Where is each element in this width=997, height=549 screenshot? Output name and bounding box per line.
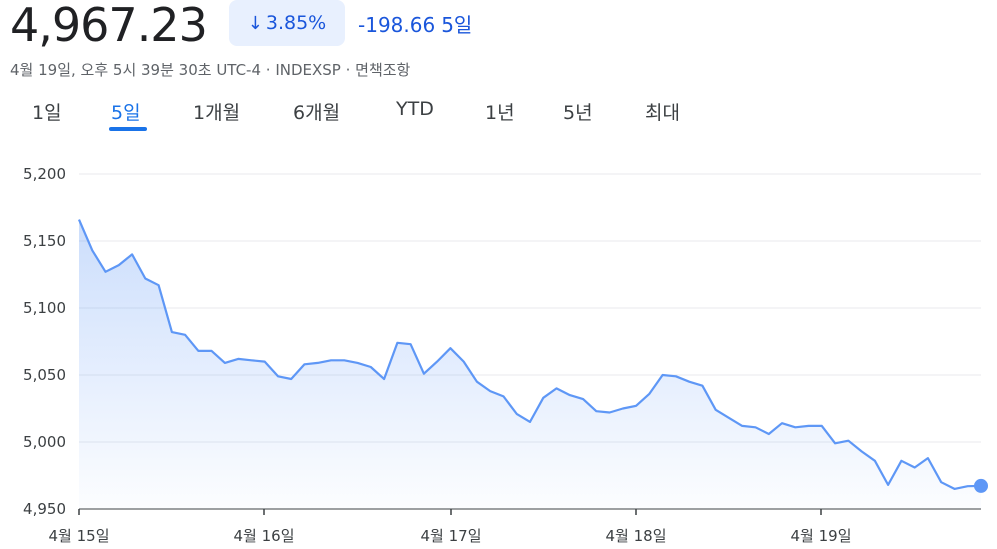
tab-1y[interactable]: 1년 xyxy=(485,102,515,124)
active-tab-indicator xyxy=(109,127,147,131)
price-line xyxy=(77,219,982,490)
percent-change-value: 3.85% xyxy=(265,12,327,34)
y-tick-label: 5,100 xyxy=(23,299,66,317)
percent-change-badge: ↓ 3.85% xyxy=(229,0,345,46)
x-tick-label: 4월 18일 xyxy=(606,527,667,545)
y-tick-label: 5,150 xyxy=(23,232,66,250)
absolute-change-value: -198.66 xyxy=(358,13,436,37)
tab-max[interactable]: 최대 xyxy=(645,102,680,124)
x-tick-label: 4월 19일 xyxy=(791,527,852,545)
tab-5d[interactable]: 5일 xyxy=(111,102,141,124)
x-tick-label: 4월 17일 xyxy=(421,527,482,545)
absolute-change: -198.66 5일 xyxy=(358,9,478,38)
y-tick-label: 5,200 xyxy=(23,165,66,183)
tab-5y[interactable]: 5년 xyxy=(563,102,593,124)
price-area-fill xyxy=(79,219,981,509)
tab-1m[interactable]: 1개월 xyxy=(193,102,241,124)
current-price-marker xyxy=(974,478,988,493)
tab-6m[interactable]: 6개월 xyxy=(293,102,341,124)
current-price: 4,967.23 xyxy=(10,0,208,52)
y-tick-label: 5,000 xyxy=(23,433,66,451)
arrow-down-icon: ↓ xyxy=(247,12,263,34)
y-axis: 5,200 5,150 5,100 5,050 5,000 4,950 xyxy=(23,165,66,518)
y-tick-label: 5,050 xyxy=(23,366,66,384)
tab-ytd[interactable]: YTD xyxy=(396,98,434,120)
tab-1d[interactable]: 1일 xyxy=(32,102,62,124)
x-tick-label: 4월 15일 xyxy=(49,527,110,545)
x-tick-label: 4월 16일 xyxy=(234,527,295,545)
x-axis: 4월 15일 4월 16일 4월 17일 4월 18일 4월 19일 xyxy=(49,508,981,545)
change-period: 5일 xyxy=(441,13,473,37)
quote-metadata: 4월 19일, 오후 5시 39분 30초 UTC-4 · INDEXSP · … xyxy=(10,61,411,79)
y-tick-label: 4,950 xyxy=(23,500,66,518)
